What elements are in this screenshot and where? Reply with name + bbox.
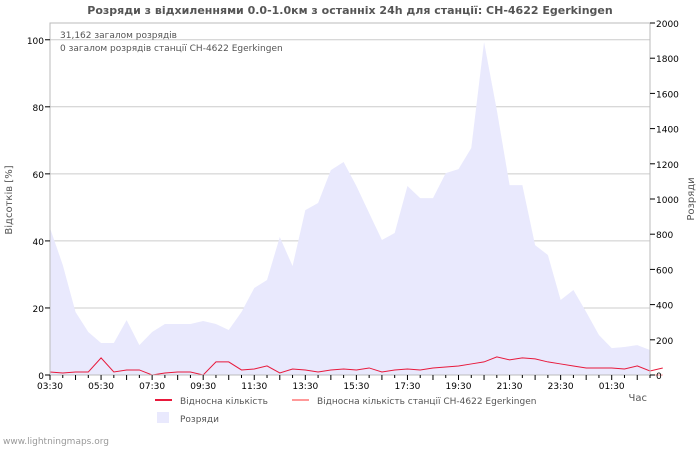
y-tick-label: 20	[33, 305, 45, 315]
y2-tick-label: 600	[656, 266, 673, 276]
y-tick-label: 100	[27, 37, 44, 47]
x-tick-label: 19:30	[446, 382, 472, 392]
y2-axis-label: Розряди	[686, 177, 697, 220]
x-tick-label: 23:30	[548, 382, 574, 392]
x-tick-label: 13:30	[292, 382, 318, 392]
footer-link[interactable]: www.lightningmaps.org	[3, 437, 109, 447]
y2-tick-label: 1600	[656, 90, 679, 100]
station-strikes-annotation: 0 загалом розрядів станції CH-4622 Egerk…	[60, 44, 283, 54]
x-axis-label: Час	[629, 393, 647, 404]
y2-tick-label: 400	[656, 302, 673, 312]
x-tick-label: 11:30	[241, 382, 267, 392]
strikes-area	[50, 42, 650, 376]
legend-strikes-swatch	[157, 412, 169, 423]
y2-tick-label: 2000	[656, 20, 679, 30]
y-tick-label: 0	[38, 372, 44, 382]
y-axis-label: Відсотків [%]	[3, 165, 15, 234]
legend-station-label: Відносна кількість станції CH-4622 Egerk…	[317, 397, 536, 407]
y2-tick-label: 1800	[656, 55, 679, 65]
x-tick-label: 21:30	[497, 382, 523, 392]
x-tick-label: 09:30	[190, 382, 216, 392]
x-tick-label: 17:30	[394, 382, 420, 392]
y-tick-label: 40	[33, 238, 45, 248]
y-tick-label: 80	[33, 104, 45, 114]
y2-tick-label: 800	[656, 231, 673, 241]
x-tick-label: 01:30	[599, 382, 625, 392]
legend-relative-label: Відносна кількість	[180, 397, 268, 407]
y-tick-label: 60	[33, 171, 45, 181]
y2-tick-label: 0	[656, 372, 662, 382]
x-tick-label: 15:30	[343, 382, 369, 392]
y2-tick-label: 1000	[656, 196, 679, 206]
y2-tick-label: 1400	[656, 126, 679, 136]
x-tick-label: 03:30	[37, 382, 63, 392]
x-tick-label: 07:30	[139, 382, 165, 392]
x-tick-label: 05:30	[88, 382, 114, 392]
legend-strikes-label: Розряди	[180, 415, 219, 425]
y2-tick-label: 200	[656, 337, 673, 347]
total-strikes-annotation: 31,162 загалом розрядів	[60, 31, 177, 41]
chart-title: Розряди з відхиленнями 0.0-1.0км з остан…	[87, 4, 612, 17]
y2-tick-label: 1200	[656, 161, 679, 171]
